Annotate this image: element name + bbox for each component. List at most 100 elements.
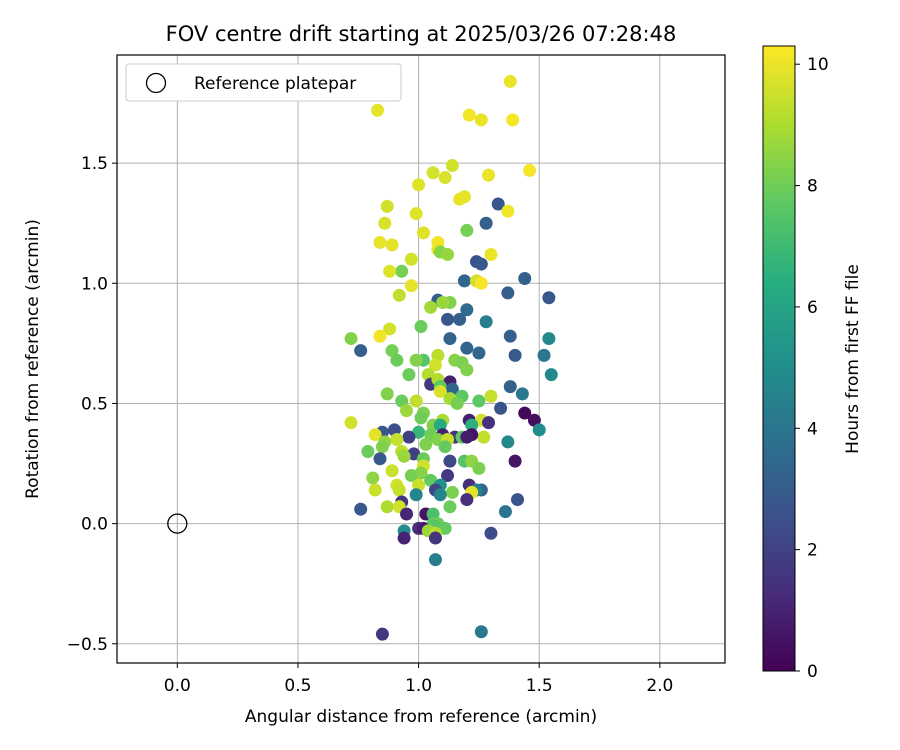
data-point [472, 394, 486, 408]
data-point [375, 627, 389, 641]
data-point [428, 553, 442, 567]
data-point [354, 344, 368, 358]
data-point [460, 430, 474, 444]
grid [117, 55, 725, 663]
data-point [368, 428, 382, 442]
data-point [479, 315, 493, 329]
x-axis: 0.0 0.5 1.0 1.5 2.0 [164, 663, 673, 696]
x-axis-label: Angular distance from reference (arcmin) [245, 707, 597, 727]
data-point [477, 430, 491, 444]
data-point [472, 346, 486, 360]
data-point [404, 469, 418, 483]
data-point [441, 312, 455, 326]
colorbar-tick-label: 6 [807, 298, 818, 318]
data-point [366, 471, 380, 485]
data-point [368, 483, 382, 497]
data-point [479, 216, 493, 230]
data-point [484, 389, 498, 403]
data-point [426, 507, 440, 521]
data-point [373, 235, 387, 249]
chart-title: FOV centre drift starting at 2025/03/26 … [166, 22, 677, 46]
data-point [426, 166, 440, 180]
data-point [527, 413, 541, 427]
data-point [465, 418, 479, 432]
data-point [462, 108, 476, 122]
data-point [436, 296, 450, 310]
data-point [402, 368, 416, 382]
data-point [453, 312, 467, 326]
data-point [419, 437, 433, 451]
data-point [354, 502, 368, 516]
x-tick-label: 0.5 [284, 676, 311, 696]
data-point [460, 493, 474, 507]
data-point [344, 416, 358, 430]
y-axis: −0.5 0.0 0.5 1.0 1.5 [67, 154, 117, 655]
data-point [414, 320, 428, 334]
data-point [409, 488, 423, 502]
data-point [416, 226, 430, 240]
data-point [385, 464, 399, 478]
data-point [371, 103, 385, 117]
data-point [474, 113, 488, 127]
legend-marker-icon [145, 72, 167, 94]
data-point [503, 329, 517, 343]
data-point [409, 353, 423, 367]
y-axis-label: Rotation from reference (arcmin) [23, 219, 43, 499]
y-tick-label: −0.5 [67, 635, 108, 655]
data-points [344, 74, 558, 641]
data-point [450, 396, 464, 410]
plot-frame [116, 54, 726, 664]
data-point [438, 521, 452, 535]
data-point [378, 216, 392, 230]
data-point [457, 274, 471, 288]
data-point [400, 507, 414, 521]
data-point [404, 279, 418, 293]
data-point [390, 433, 404, 447]
data-point [385, 238, 399, 252]
data-point [373, 452, 387, 466]
data-point [441, 469, 455, 483]
data-point [511, 493, 525, 507]
legend-entry: Reference platepar [194, 74, 356, 94]
colorbar-label: Hours from first FF file [843, 264, 863, 454]
data-point [383, 264, 397, 278]
data-point [409, 394, 423, 408]
data-point [424, 473, 438, 487]
data-point [501, 286, 515, 300]
data-point [501, 435, 515, 449]
data-point [494, 401, 508, 415]
data-point [441, 247, 455, 261]
data-point [518, 271, 532, 285]
colorbar-tick-label: 8 [807, 177, 818, 197]
data-point [482, 168, 496, 182]
data-point [404, 252, 418, 266]
data-point [397, 449, 411, 463]
data-point [453, 192, 467, 206]
colorbar-tick-label: 4 [807, 419, 818, 439]
reference-marker-layer [167, 513, 188, 534]
data-point [544, 368, 558, 382]
colorbar: 0 2 4 6 8 10 Hours from first FF file [762, 45, 863, 682]
data-point [515, 387, 529, 401]
data-point [397, 531, 411, 545]
data-point [395, 394, 409, 408]
data-point [438, 440, 452, 454]
data-point [344, 332, 358, 346]
data-point [380, 199, 394, 213]
data-point [523, 163, 537, 177]
data-point [443, 454, 457, 468]
legend: Reference platepar [125, 63, 402, 102]
y-tick-label: 0.5 [81, 394, 108, 414]
data-point [414, 411, 428, 425]
data-point [460, 363, 474, 377]
data-point [503, 74, 517, 88]
data-point [501, 204, 515, 218]
data-point [433, 384, 447, 398]
data-point [390, 353, 404, 367]
data-point [508, 454, 522, 468]
data-point [385, 344, 399, 358]
data-point [506, 113, 520, 127]
data-point [380, 387, 394, 401]
data-point [400, 404, 414, 418]
